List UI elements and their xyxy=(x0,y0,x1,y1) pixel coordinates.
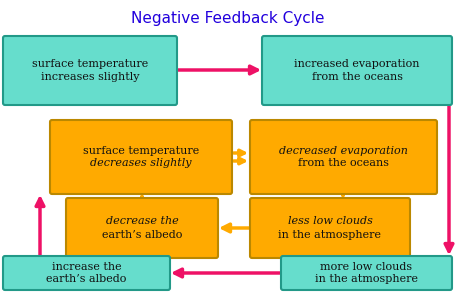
Text: decrease the: decrease the xyxy=(106,216,178,227)
Text: from the oceans: from the oceans xyxy=(298,159,388,168)
Text: increased evaporation: increased evaporation xyxy=(293,59,419,69)
Text: from the oceans: from the oceans xyxy=(311,72,402,82)
Text: decreased evaporation: decreased evaporation xyxy=(278,145,407,156)
FancyBboxPatch shape xyxy=(280,256,451,290)
Text: more low clouds: more low clouds xyxy=(320,262,412,272)
Text: less low clouds: less low clouds xyxy=(287,216,372,227)
Text: increase the: increase the xyxy=(51,262,121,272)
FancyBboxPatch shape xyxy=(66,198,217,258)
FancyBboxPatch shape xyxy=(249,120,436,194)
Text: increases slightly: increases slightly xyxy=(40,72,139,82)
FancyBboxPatch shape xyxy=(3,256,170,290)
Text: surface temperature: surface temperature xyxy=(83,145,199,156)
FancyBboxPatch shape xyxy=(262,36,451,105)
Text: earth’s albedo: earth’s albedo xyxy=(101,230,182,239)
Text: earth’s albedo: earth’s albedo xyxy=(46,274,126,284)
FancyBboxPatch shape xyxy=(50,120,232,194)
Text: Negative Feedback Cycle: Negative Feedback Cycle xyxy=(131,11,324,25)
Text: surface temperature: surface temperature xyxy=(32,59,148,69)
Text: in the atmosphere: in the atmosphere xyxy=(314,274,417,284)
FancyBboxPatch shape xyxy=(3,36,177,105)
Text: decreases slightly: decreases slightly xyxy=(90,159,192,168)
Text: in the atmosphere: in the atmosphere xyxy=(278,230,381,239)
FancyBboxPatch shape xyxy=(249,198,409,258)
